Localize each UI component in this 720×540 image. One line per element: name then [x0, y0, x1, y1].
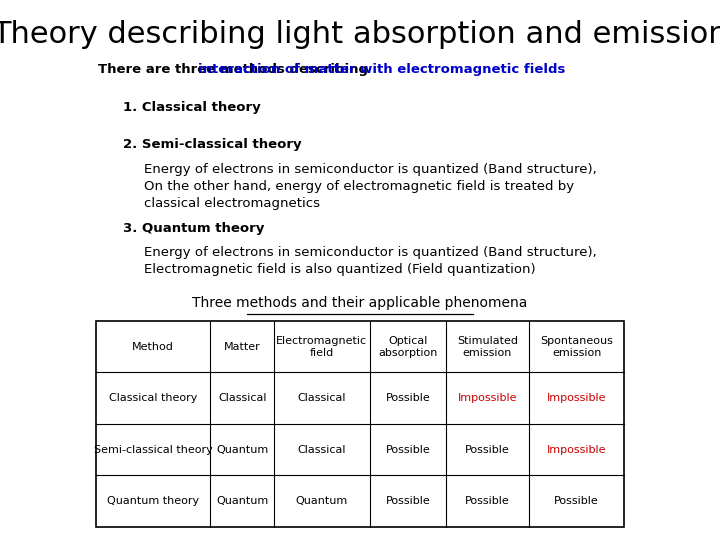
- Text: Three methods and their applicable phenomena: Three methods and their applicable pheno…: [192, 296, 528, 310]
- Text: Matter: Matter: [224, 342, 261, 352]
- Text: Quantum theory: Quantum theory: [107, 496, 199, 506]
- Text: Impossible: Impossible: [547, 393, 606, 403]
- Text: Optical
absorption: Optical absorption: [378, 335, 438, 358]
- Text: Semi-classical theory: Semi-classical theory: [94, 444, 212, 455]
- Text: Possible: Possible: [465, 444, 510, 455]
- Text: Possible: Possible: [385, 393, 430, 403]
- Text: Possible: Possible: [465, 496, 510, 506]
- Text: Stimulated
emission: Stimulated emission: [457, 335, 518, 358]
- Text: Impossible: Impossible: [458, 393, 517, 403]
- Text: Classical: Classical: [297, 444, 346, 455]
- Text: Energy of electrons in semiconductor is quantized (Band structure),
On the other: Energy of electrons in semiconductor is …: [144, 163, 597, 210]
- Bar: [96, 321, 624, 527]
- Text: Possible: Possible: [385, 444, 430, 455]
- Text: Quantum: Quantum: [216, 496, 269, 506]
- Text: Method: Method: [132, 342, 174, 352]
- Text: 2. Semi-classical theory: 2. Semi-classical theory: [122, 138, 301, 151]
- Text: There are three methods describing: There are three methods describing: [99, 63, 373, 76]
- Text: 3. Quantum theory: 3. Quantum theory: [122, 221, 264, 235]
- Text: Classical: Classical: [218, 393, 266, 403]
- Text: Possible: Possible: [554, 496, 599, 506]
- Text: Possible: Possible: [385, 496, 430, 506]
- Text: 1. Classical theory: 1. Classical theory: [122, 101, 261, 114]
- Text: Theory describing light absorption and emission: Theory describing light absorption and e…: [0, 20, 720, 49]
- Text: Energy of electrons in semiconductor is quantized (Band structure),
Electromagne: Energy of electrons in semiconductor is …: [144, 246, 597, 276]
- Text: Spontaneous
emission: Spontaneous emission: [540, 335, 613, 358]
- Text: Classical: Classical: [297, 393, 346, 403]
- Text: interaction of matter with electromagnetic fields: interaction of matter with electromagnet…: [199, 63, 566, 76]
- Text: Classical theory: Classical theory: [109, 393, 197, 403]
- Text: Quantum: Quantum: [216, 444, 269, 455]
- Text: Impossible: Impossible: [547, 444, 606, 455]
- Text: Quantum: Quantum: [296, 496, 348, 506]
- Text: Electromagnetic
field: Electromagnetic field: [276, 335, 367, 358]
